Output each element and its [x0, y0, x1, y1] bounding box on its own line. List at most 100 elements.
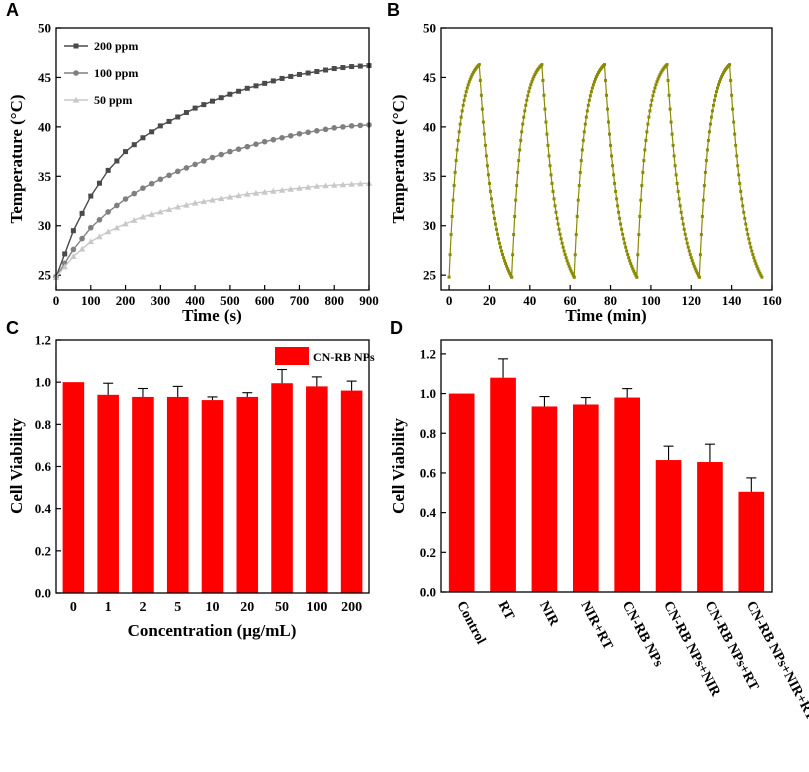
panel-b-data-point	[656, 77, 660, 81]
panel-b-data-point	[452, 184, 456, 188]
panel-b-data-point	[719, 77, 723, 81]
panel-a-data-point	[183, 165, 190, 171]
panel-b-data-point	[584, 115, 588, 119]
panel-b-data-point	[490, 204, 494, 208]
panel-b-data-point	[526, 94, 530, 98]
panel-b-data-point	[589, 90, 593, 94]
panel-c-legend: CN-RB NPs	[275, 347, 375, 365]
panel-c-ticks: 0.0 0.2 0.4 0.6 0.8 1.0 1.2 0 1 2 5 10 20 50 100 200	[35, 333, 362, 616]
panel-b-data-point	[453, 170, 457, 174]
panel-b-data-point	[752, 256, 756, 260]
panel-b-data-point	[658, 73, 662, 77]
panel-b-data-point	[660, 69, 664, 73]
panel-a-data-point	[96, 180, 102, 186]
panel-b-data-point	[532, 75, 536, 79]
panel-a-data-point	[183, 201, 190, 208]
panel-b-data-point	[749, 245, 753, 249]
panel-b-data-point	[681, 222, 685, 226]
panel-b-data-point	[722, 71, 726, 75]
panel-b-data-point	[552, 197, 556, 201]
panel-a-legend-marker	[73, 70, 79, 76]
panel-b-data-point	[491, 210, 495, 214]
panel-a-data-point	[123, 149, 129, 155]
panel-b-y-axis-title: Temperature (°C)	[389, 94, 408, 223]
panel-a-data-point	[218, 95, 224, 101]
panel-b-data-point	[645, 130, 649, 134]
panel-b-data-point	[712, 98, 716, 102]
panel-b-data-point	[472, 69, 476, 73]
panel-b-x-tick-label: 20	[483, 293, 496, 308]
panel-a-y-axis-title: Temperature (°C)	[7, 94, 26, 223]
panel-b-data-point	[628, 259, 632, 263]
panel-a-data-point	[339, 181, 347, 188]
panel-b-data-point	[605, 93, 608, 97]
panel-b-data-point	[534, 71, 538, 75]
panel-c-bar	[271, 383, 293, 593]
panel-a-label: A	[6, 0, 19, 20]
panel-b-data-point	[529, 83, 533, 87]
panel-b-data-point	[447, 275, 451, 279]
panel-a-data-point	[278, 186, 286, 193]
panel-b-data-point	[643, 148, 647, 152]
panel-c-bar	[97, 394, 119, 593]
panel-a-data-point	[122, 196, 129, 202]
panel-a-data-point	[340, 65, 346, 71]
panel-b-data-point	[668, 107, 672, 111]
panel-a-data-point	[279, 134, 285, 141]
panel-b-data-point	[699, 233, 703, 237]
panel-b-data-point	[673, 164, 677, 168]
panel-b-data-point	[686, 245, 690, 249]
panel-a-data-point	[192, 105, 198, 111]
panel-a-plot-frame	[55, 27, 370, 291]
panel-a-data-point	[288, 73, 294, 79]
panel-b-data-point	[525, 98, 529, 102]
panel-b-data-point	[751, 252, 755, 256]
panel-a-data-point	[236, 88, 242, 94]
panel-b-data-point	[465, 86, 469, 90]
panel-d-y-axis-title: Cell Viability	[389, 418, 408, 514]
panel-d-bar	[697, 462, 723, 592]
panel-b-data-point	[631, 267, 635, 271]
panel-a-data-point	[253, 141, 259, 147]
panel-b-data-point	[454, 159, 458, 163]
panel-b-data-point	[569, 269, 573, 273]
panel-b-data-point	[714, 90, 718, 94]
panel-c-y-tick-label: 0.2	[35, 543, 51, 558]
panel-b-data-point	[595, 73, 599, 77]
panel-b-data-point	[705, 148, 709, 152]
panel-b-data-point	[616, 204, 620, 208]
panel-b-data-point	[691, 262, 695, 266]
panel-a-data-point	[227, 91, 233, 97]
panel-a-data-point	[166, 172, 172, 179]
panel-b-data-point	[720, 75, 724, 79]
panel-a-data-point	[313, 182, 321, 189]
panel-a-data-point	[270, 78, 276, 84]
panel-c-legend-swatch	[275, 347, 309, 365]
panel-c-x-tick-label: 5	[174, 600, 181, 615]
panel-a-data-point	[357, 180, 364, 187]
panel-a-data-point	[226, 193, 234, 200]
panel-b-data-point	[585, 109, 589, 113]
panel-b-data-point	[460, 109, 464, 113]
panel-a-data-point	[113, 224, 121, 231]
panel-a-x-tick-label: 900	[359, 293, 379, 308]
panel-c-x-tick-label: 200	[341, 600, 362, 615]
panel-b-data-point	[637, 233, 641, 237]
panel-a-y-tick-label: 30	[38, 218, 51, 233]
panel-d-y-tick-label: 0.0	[420, 585, 436, 600]
panel-b-data-point	[679, 210, 683, 214]
panel-b-data-point	[723, 69, 727, 73]
panel-b-data-point	[614, 189, 618, 193]
panel-b-data-point	[684, 237, 688, 241]
panel-a-data-point	[287, 132, 294, 139]
panel-b-x-tick-label: 40	[523, 293, 536, 308]
panel-b-data-point	[461, 103, 465, 107]
panel-b-data-point	[573, 253, 577, 257]
panel-a-data-point	[79, 235, 85, 242]
panel-b-data-point	[632, 269, 636, 273]
panel-b-data-point	[635, 275, 639, 279]
panel-b-data-point	[665, 63, 669, 67]
panel-b-data-point	[692, 264, 696, 268]
panel-a-data-point	[331, 182, 338, 188]
panel-b-data-point	[519, 138, 523, 142]
